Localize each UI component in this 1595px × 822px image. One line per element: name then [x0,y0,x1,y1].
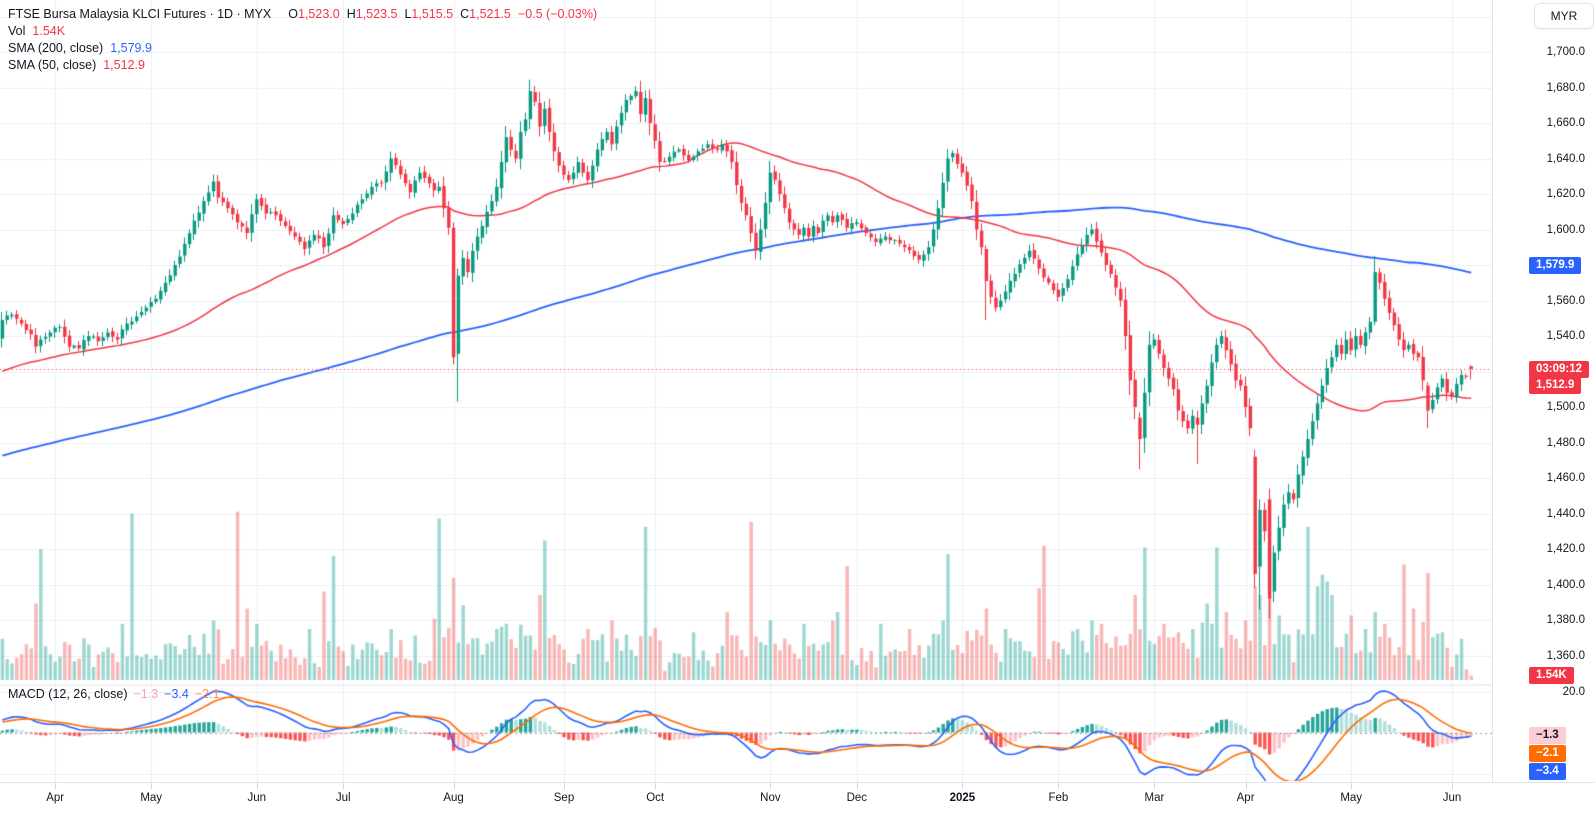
macd-hist-value: −1.3 [133,687,159,701]
time-tick-label: Feb [1048,792,1069,804]
time-tick-mark [1452,783,1453,789]
price-tick-label: 1,660.0 [1546,117,1585,129]
price-tick-label: 1,400.0 [1546,578,1585,591]
legend-sma200-row[interactable]: SMA (200, close) 1,579.9 [8,40,597,56]
time-tick-label: Nov [760,792,781,804]
price-tick-label: 1,700.0 [1546,46,1585,58]
sma50-value: 1,512.9 [103,58,145,72]
price-tick-label: 1,540.0 [1546,330,1585,342]
macd-hist-badge: −1.3 [1529,727,1566,744]
legend-symbol-row: FTSE Bursa Malaysia KLCI Futures · 1D · … [8,6,597,22]
time-tick-mark [564,783,565,789]
time-tick-label: Mar [1144,792,1165,804]
time-tick-label: 2025 [949,792,976,804]
time-tick-label: Dec [846,792,868,804]
sma50-axis-badge: 1,512.9 [1529,377,1582,395]
legend-sma50-row[interactable]: SMA (50, close) 1,512.9 [8,57,597,73]
sma200-label: SMA (200, close) [8,41,104,55]
price-tick-label: 1,420.0 [1546,543,1585,555]
time-tick-label: May [140,792,163,804]
price-tick-label: 1,560.0 [1546,294,1585,307]
open-value: 1,523.0 [298,7,340,21]
bar-countdown-badge: 03:09:12 [1529,361,1590,379]
price-tick-label: 1,360.0 [1546,649,1585,662]
price-tick-label: 1,460.0 [1546,472,1585,484]
time-tick-label: Jun [1442,792,1462,804]
volume-axis-badge: 1.54K [1529,667,1574,684]
symbol-title[interactable]: FTSE Bursa Malaysia KLCI Futures · 1D · … [8,7,272,21]
price-tick-label: 1,380.0 [1546,614,1585,626]
time-tick-mark [1154,783,1155,789]
open-label: O [288,7,298,21]
time-tick-label: Jul [335,792,351,804]
change-value: −0.5 (−0.03%) [517,7,598,21]
price-tick-label: 1,620.0 [1546,188,1585,200]
legend-volume-row[interactable]: Vol 1.54K [8,23,597,39]
volume-label: Vol [8,24,26,38]
time-tick-label: Oct [646,792,665,804]
time-tick-mark [343,783,344,789]
price-tick-label: 1,440.0 [1546,507,1585,520]
price-tick-label: 1,500.0 [1546,401,1585,413]
time-tick-label: Apr [1236,792,1255,804]
macd-line-value: −3.4 [164,687,189,701]
price-tick-label: 1,600.0 [1546,223,1585,236]
time-tick-mark [857,783,858,789]
price-axis[interactable]: MYR 1,700.0 1,680.0 1,660.0 1,640.0 1,620.0 1… [1492,0,1595,822]
time-tick-mark [1246,783,1247,789]
macd-line-badge: −3.4 [1529,763,1566,780]
macd-axis-label: 20.0 [1562,685,1585,698]
time-tick-mark [55,783,56,789]
low-label: L [404,7,412,21]
time-tick-mark [962,783,963,789]
time-tick-mark [770,783,771,789]
time-tick-mark [151,783,152,789]
time-tick-mark [257,783,258,789]
macd-signal-badge: −2.1 [1529,745,1566,762]
sma200-axis-badge: 1,579.9 [1529,256,1582,274]
time-tick-label: Aug [443,792,464,804]
volume-value: 1.54K [32,24,66,38]
time-tick-label: Jun [247,792,267,804]
low-value: 1,515.5 [411,7,454,21]
close-label: C [460,7,470,21]
sma200-value: 1,579.9 [110,41,152,55]
price-tick-label: 1,680.0 [1546,81,1585,94]
legend-main: FTSE Bursa Malaysia KLCI Futures · 1D · … [8,6,597,74]
high-value: 1,523.5 [355,7,398,21]
currency-button[interactable]: MYR [1534,3,1594,29]
time-tick-mark [454,783,455,789]
time-axis[interactable]: Apr May Jun Jul Aug Sep Oct Nov Dec 2025 Feb Mar Apr… [0,782,1595,822]
time-tick-mark [1058,783,1059,789]
time-tick-label: Sep [553,792,575,804]
time-tick-mark [655,783,656,789]
close-value: 1,521.5 [469,7,511,21]
time-tick-mark [1351,783,1352,789]
price-tick-label: 1,640.0 [1546,152,1585,165]
time-tick-label: Apr [46,792,65,804]
legend-macd-row[interactable]: MACD (12, 26, close) −1.3 −3.4 −2.1 [8,687,226,701]
price-tick-label: 1,480.0 [1546,436,1585,449]
macd-signal-value: −2.1 [194,687,220,701]
high-label: H [346,7,356,21]
sma50-label: SMA (50, close) [8,58,97,72]
macd-label: MACD (12, 26, close) [8,687,128,701]
time-tick-label: May [1340,792,1363,804]
